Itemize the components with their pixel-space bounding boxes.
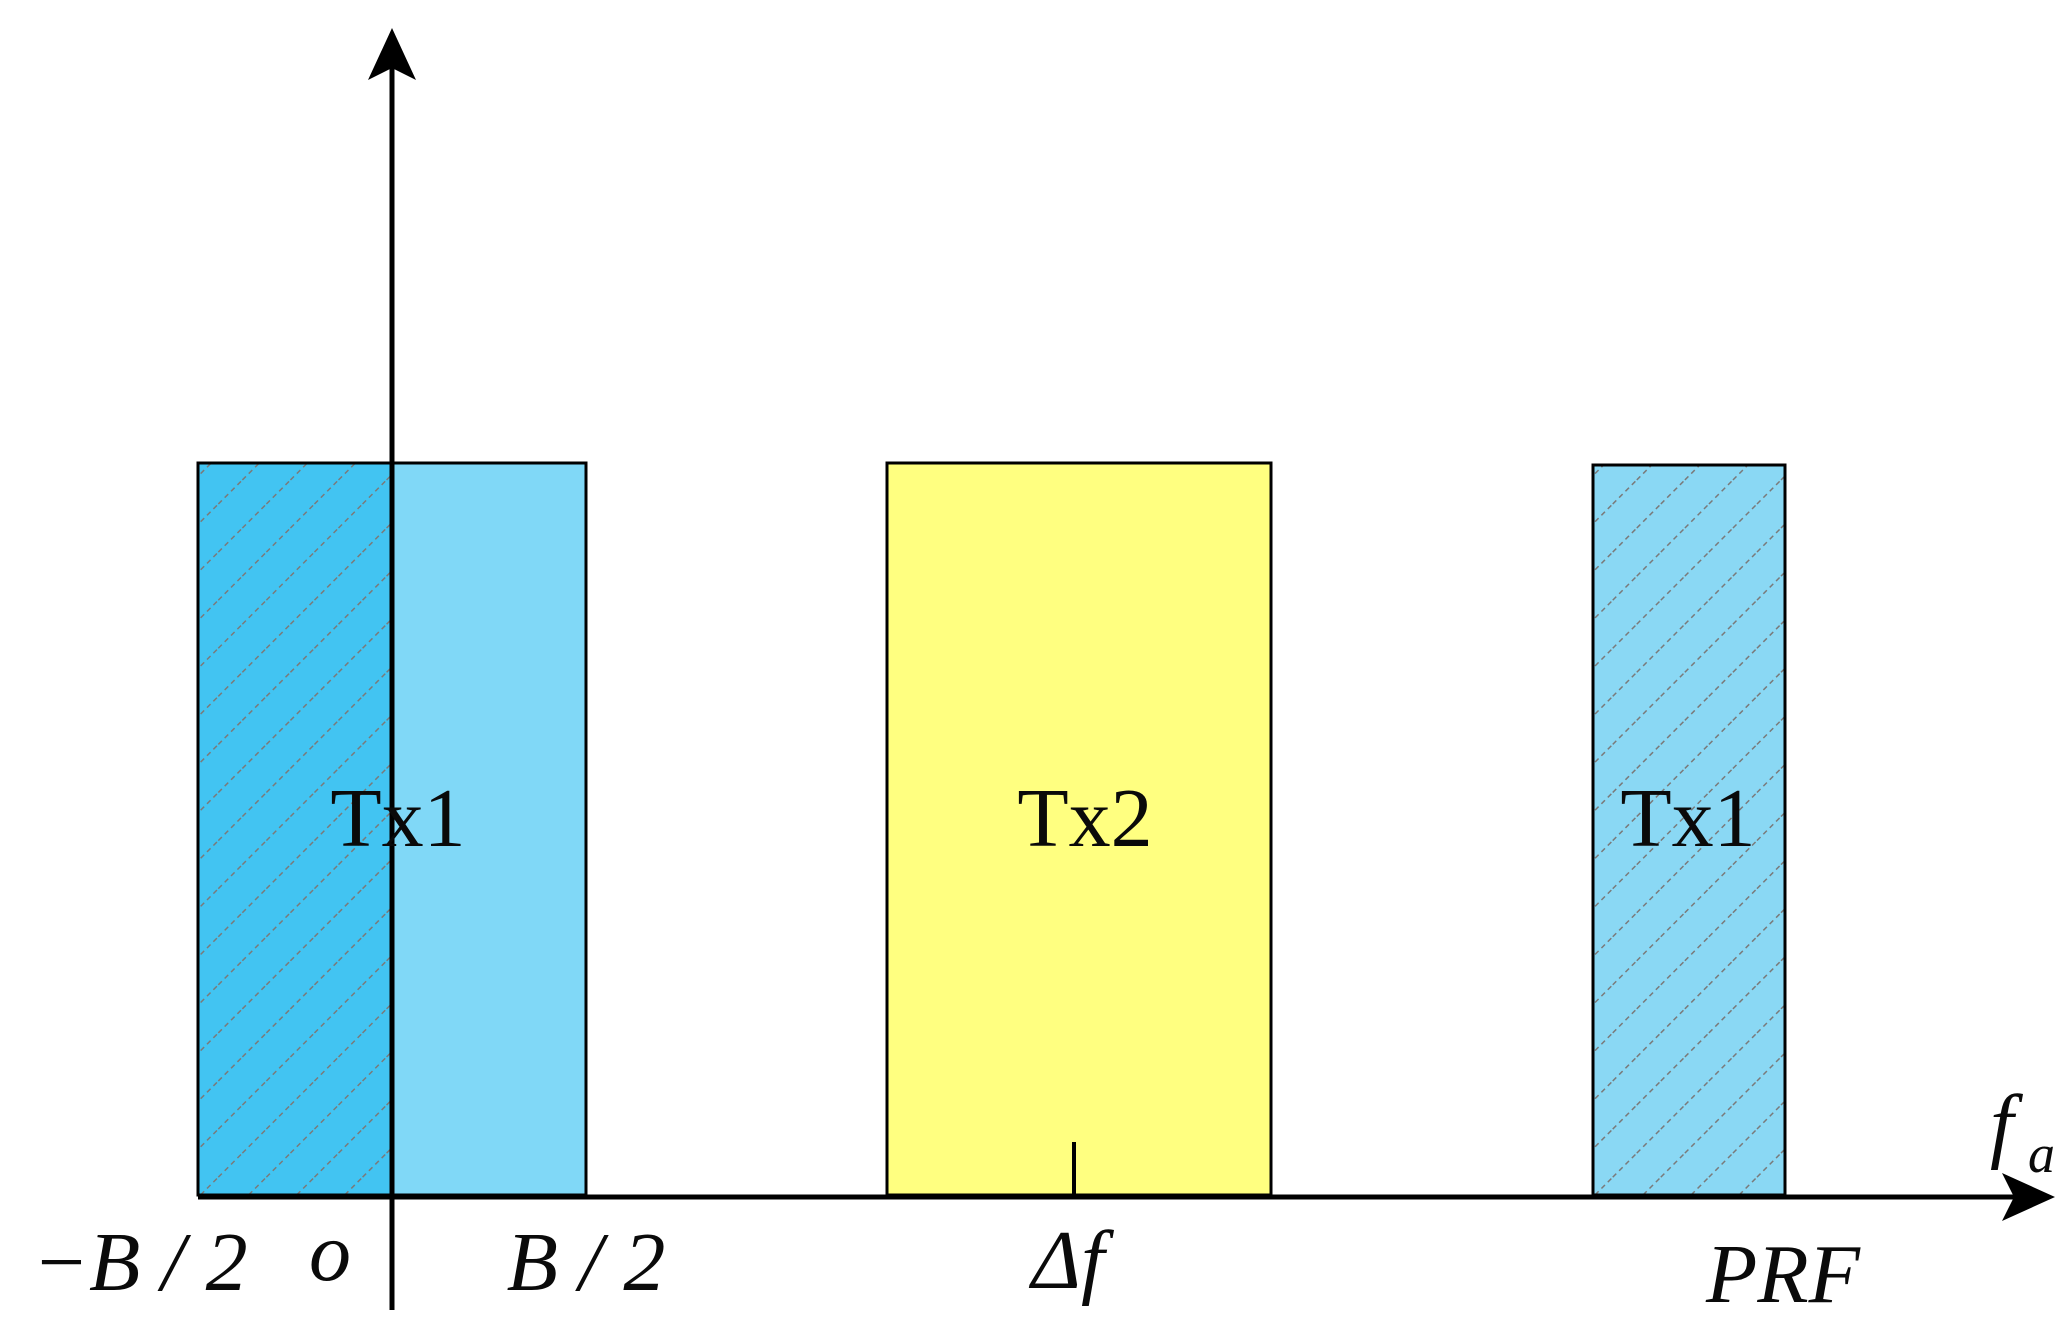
tx1-main-label: Tx1 [330, 772, 465, 865]
frequency-axis-arrowhead [2002, 1173, 2055, 1221]
tx1-alias-hatch [1593, 465, 1785, 1195]
tick-b2: B / 2 [507, 1216, 666, 1309]
tick-origin: o [309, 1206, 351, 1299]
tx1-alias-label: Tx1 [1620, 772, 1755, 865]
frequency-axis-label: f [1990, 1078, 2024, 1171]
tx2-label: Tx2 [1017, 772, 1152, 865]
frequency-axis-subscript: a [2028, 1124, 2055, 1184]
tick-minus-b2: −B / 2 [32, 1216, 247, 1309]
amplitude-axis-arrowhead [368, 28, 416, 80]
tx2-band [885, 461, 1273, 1197]
tick-prf: PRF [1705, 1228, 1862, 1321]
tx1-main-overlap-hatch [198, 463, 392, 1195]
tick-delta-f: Δf [1029, 1214, 1115, 1307]
